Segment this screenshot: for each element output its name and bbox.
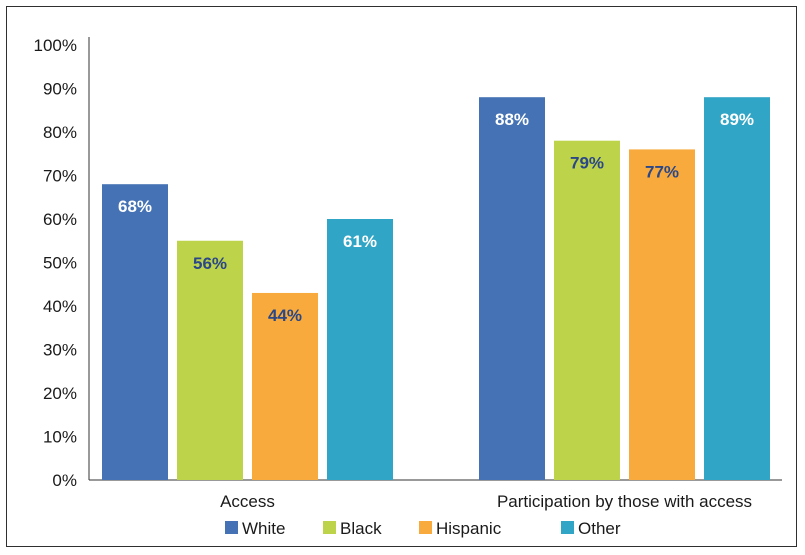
y-tick-label: 100% [34, 36, 77, 55]
y-tick-label: 80% [43, 123, 77, 142]
x-category-label: Participation by those with access [497, 492, 752, 511]
bar [327, 219, 393, 480]
y-tick-label: 0% [52, 471, 77, 490]
bar [102, 184, 168, 480]
bar [704, 97, 770, 480]
legend-swatch [323, 521, 336, 534]
y-tick-label: 60% [43, 210, 77, 229]
y-tick-label: 10% [43, 428, 77, 447]
bar [177, 240, 243, 480]
y-tick-label: 70% [43, 167, 77, 186]
y-tick-label: 30% [43, 341, 77, 360]
legend-swatch [225, 521, 238, 534]
y-tick-label: 40% [43, 297, 77, 316]
legend-label: Hispanic [436, 519, 502, 538]
data-label: 88% [495, 110, 529, 129]
chart-frame: 0% 10% 20% 30% 40% 50% 60% 70% 80% 90% 100% 68% 56% 4… [6, 6, 797, 547]
data-label: 44% [268, 306, 302, 325]
bar [629, 149, 695, 480]
bar [252, 292, 318, 480]
y-tick-label: 20% [43, 384, 77, 403]
data-label: 77% [645, 162, 679, 181]
y-tick-label: 50% [43, 254, 77, 273]
legend-label: Black [340, 519, 382, 538]
legend-swatch [419, 521, 432, 534]
legend-swatch [561, 521, 574, 534]
legend-label: Other [578, 519, 621, 538]
data-label: 68% [118, 197, 152, 216]
data-label: 89% [720, 110, 754, 129]
data-label: 56% [193, 254, 227, 273]
bar [479, 97, 545, 480]
x-category-label: Access [220, 492, 275, 511]
legend-label: White [242, 519, 285, 538]
y-tick-label: 90% [43, 80, 77, 99]
data-label: 79% [570, 154, 604, 173]
data-label: 61% [343, 232, 377, 251]
bar-chart: 0% 10% 20% 30% 40% 50% 60% 70% 80% 90% 100% 68% 56% 4… [34, 36, 782, 538]
bar [554, 140, 620, 480]
